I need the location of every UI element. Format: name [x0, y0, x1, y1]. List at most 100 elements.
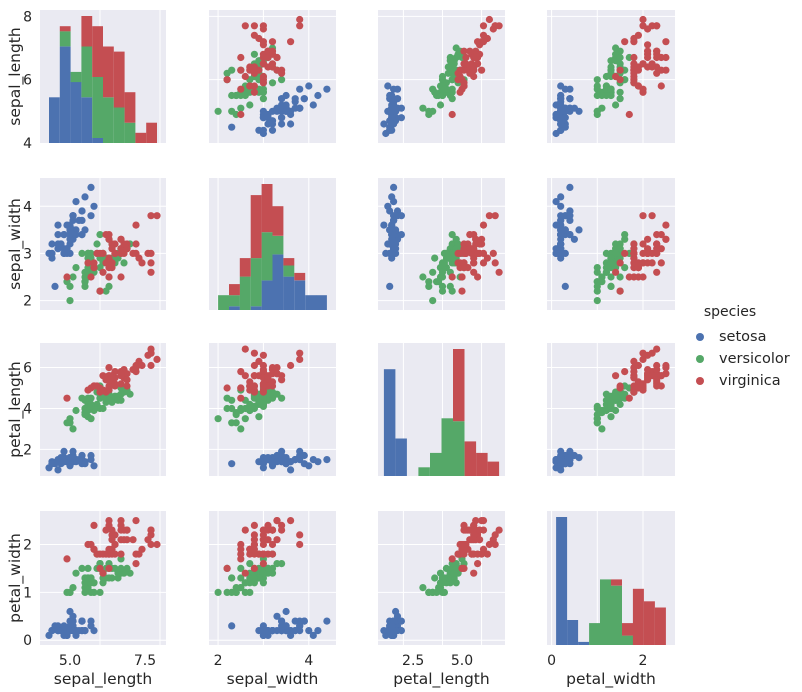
point-virginica-118-petal_length-vs-sepal_width — [241, 345, 249, 353]
point-virginica-143-sepal_width-vs-petal_width — [653, 240, 661, 248]
hist-bar-sepal_length-virginica-3 — [81, 16, 93, 47]
hist-bar-petal_width-virginica-9 — [654, 607, 666, 645]
hist-bar-sepal_length-versicolor-2 — [70, 71, 82, 83]
point-versicolor-93-sepal_width-vs-petal_length — [425, 282, 433, 290]
point-virginica-106-petal_width-vs-sepal_length — [63, 555, 71, 563]
point-virginica-130-petal_length-vs-sepal_length — [138, 361, 146, 370]
point-setosa-41-sepal_width-vs-petal_width — [561, 282, 569, 290]
point-versicolor-91-petal_width-vs-sepal_width — [259, 569, 267, 577]
point-virginica-131-sepal_length-vs-sepal_width — [296, 15, 304, 24]
point-versicolor-91-sepal_width-vs-petal_width — [612, 249, 620, 257]
point-virginica-134-sepal_length-vs-sepal_width — [241, 72, 249, 81]
ylabel-sepal_width: sepal_width — [6, 198, 25, 290]
point-setosa-31-petal_width-vs-sepal_length — [78, 617, 86, 625]
hist-bar-sepal_width-virginica-1 — [229, 284, 240, 296]
point-virginica-109-petal_width-vs-petal_length — [479, 517, 488, 525]
ytick-sepal_width-3: 3 — [23, 246, 32, 262]
point-virginica-132-petal_length-vs-sepal_width — [250, 372, 258, 380]
point-virginica-148-sepal_length-vs-petal_width — [653, 69, 661, 77]
point-virginica-109-sepal_length-vs-sepal_width — [287, 38, 295, 46]
hist-bar-sepal_width-virginica-5 — [272, 206, 284, 236]
point-setosa-49-petal_width-vs-sepal_width — [273, 627, 281, 635]
point-virginica-148-petal_width-vs-sepal_length — [102, 526, 110, 534]
point-setosa-44-sepal_length-vs-petal_width — [566, 104, 574, 112]
point-setosa-45-sepal_length-vs-petal_width — [561, 114, 569, 122]
point-virginica-122-petal_length-vs-sepal_width — [250, 349, 258, 357]
point-versicolor-99-sepal_width-vs-petal_length — [440, 259, 448, 267]
point-setosa-18-petal_length-vs-sepal_length — [87, 451, 95, 460]
point-versicolor-87-sepal_length-vs-sepal_width — [228, 66, 236, 74]
point-virginica-135-petal_length-vs-sepal_width — [259, 361, 267, 370]
point-virginica-130-sepal_length-vs-petal_width — [634, 31, 643, 39]
point-virginica-108-sepal_width-vs-sepal_length — [117, 273, 125, 281]
point-virginica-137-petal_length-vs-sepal_length — [108, 374, 116, 382]
point-virginica-119-petal_length-vs-sepal_width — [223, 384, 231, 392]
point-virginica-102-sepal_length-vs-petal_width — [644, 41, 652, 49]
point-virginica-135-sepal_length-vs-petal_width — [653, 22, 661, 30]
point-virginica-149-sepal_width-vs-petal_length — [460, 249, 468, 257]
point-virginica-132-petal_width-vs-sepal_width — [250, 531, 258, 539]
point-setosa-18-sepal_length-vs-petal_width — [561, 85, 569, 93]
point-virginica-143-petal_length-vs-petal_width — [653, 366, 661, 374]
point-setosa-32-sepal_width-vs-petal_width — [552, 198, 560, 206]
point-setosa-22-sepal_width-vs-sepal_length — [54, 221, 62, 229]
ytick-sepal_width-4: 4 — [23, 199, 32, 215]
hist-bar-sepal_length-setosa-0 — [49, 97, 60, 143]
point-setosa-49-sepal_width-vs-petal_width — [557, 235, 565, 243]
point-virginica-133-petal_length-vs-petal_width — [616, 382, 624, 390]
hist-bar-petal_width-virginica-8 — [643, 601, 655, 645]
point-virginica-106-sepal_length-vs-petal_length — [448, 110, 456, 119]
point-setosa-15-sepal_width-vs-petal_width — [566, 183, 574, 191]
point-versicolor-62-sepal_length-vs-petal_width — [593, 76, 601, 84]
point-versicolor-71-petal_length-vs-sepal_length — [99, 404, 107, 413]
point-versicolor-81-petal_width-vs-sepal_length — [81, 588, 89, 597]
point-setosa-49-sepal_width-vs-petal_length — [388, 235, 396, 243]
xtick-sepal_width-2: 2 — [214, 653, 223, 669]
point-virginica-147-sepal_length-vs-sepal_width — [259, 60, 267, 68]
hist-bar-petal_width-versicolor-6 — [622, 635, 633, 645]
point-virginica-138-petal_width-vs-petal_length — [454, 550, 462, 558]
point-setosa-46-sepal_width-vs-sepal_length — [69, 212, 77, 220]
point-setosa-45-sepal_width-vs-sepal_length — [60, 249, 68, 257]
hist-bar-petal_length-versicolor-3 — [418, 467, 430, 476]
point-virginica-144-petal_width-vs-petal_length — [472, 517, 480, 525]
legend-item-setosa: setosa — [690, 326, 800, 348]
point-virginica-146-sepal_width-vs-sepal_length — [105, 273, 113, 281]
hist-bar-petal_width-versicolor-5 — [611, 585, 622, 645]
point-virginica-121-sepal_length-vs-sepal_width — [250, 88, 258, 96]
point-virginica-129-petal_length-vs-sepal_width — [259, 368, 267, 376]
point-virginica-117-sepal_length-vs-sepal_width — [296, 22, 304, 30]
point-virginica-134-petal_width-vs-sepal_length — [99, 569, 107, 577]
point-virginica-129-sepal_width-vs-sepal_length — [132, 249, 140, 257]
point-virginica-148-petal_width-vs-petal_length — [466, 526, 474, 534]
point-versicolor-60-petal_length-vs-sepal_width — [214, 415, 222, 423]
xlabel-petal_width: petal_width — [566, 670, 656, 689]
point-versicolor-99-petal_length-vs-sepal_length — [87, 402, 95, 410]
point-setosa-36-sepal_length-vs-petal_width — [557, 91, 565, 100]
point-versicolor-93-sepal_width-vs-petal_width — [593, 282, 601, 290]
point-versicolor-98-sepal_width-vs-petal_length — [419, 273, 427, 281]
point-virginica-145-sepal_width-vs-sepal_length — [117, 249, 125, 257]
point-virginica-144-sepal_width-vs-petal_width — [662, 235, 670, 243]
point-setosa-45-petal_width-vs-sepal_length — [60, 622, 68, 630]
point-setosa-16-sepal_width-vs-sepal_length — [78, 207, 86, 215]
point-versicolor-59-petal_length-vs-sepal_length — [72, 406, 80, 415]
point-virginica-134-sepal_length-vs-petal_width — [612, 72, 620, 81]
hist-bar-sepal_length-versicolor-5 — [103, 97, 114, 143]
point-virginica-148-sepal_width-vs-petal_length — [466, 231, 474, 239]
point-versicolor-93-sepal_length-vs-sepal_width — [228, 107, 236, 115]
point-virginica-148-petal_length-vs-sepal_width — [278, 376, 286, 384]
point-virginica-144-sepal_length-vs-sepal_width — [273, 53, 281, 62]
point-setosa-43-petal_width-vs-sepal_width — [282, 607, 290, 616]
point-virginica-119-sepal_width-vs-petal_width — [616, 287, 624, 295]
ytick-sepal_length-8: 8 — [23, 9, 32, 25]
legend-label-virginica: virginica — [719, 373, 781, 389]
point-setosa-42-sepal_width-vs-sepal_length — [48, 240, 56, 248]
hist-bar-sepal_width-versicolor-0 — [218, 295, 229, 310]
legend: species setosa versicolor virginica — [690, 304, 800, 392]
hist-bar-petal_length-virginica-7 — [464, 441, 477, 476]
point-virginica-131-sepal_length-vs-petal_width — [639, 15, 647, 24]
point-setosa-40-sepal_width-vs-petal_width — [561, 226, 569, 234]
point-virginica-144-petal_width-vs-sepal_width — [273, 517, 281, 525]
point-virginica-145-sepal_length-vs-petal_width — [653, 53, 661, 62]
